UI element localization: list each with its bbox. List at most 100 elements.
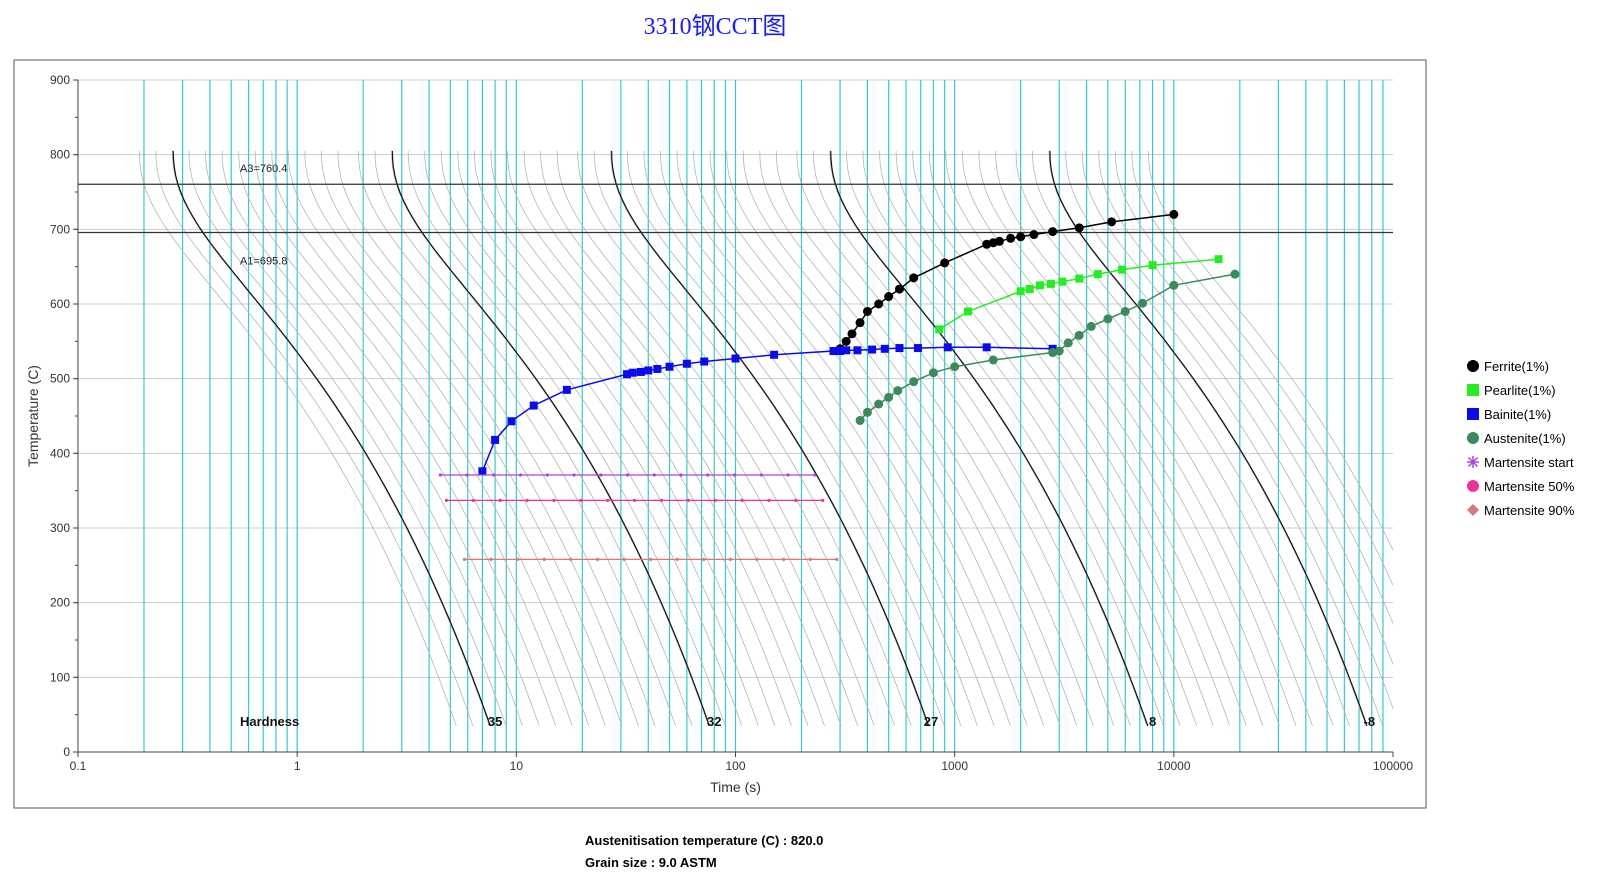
legend-item-bainite[interactable]: Bainite(1%)	[1466, 402, 1574, 426]
hardness-value: 8	[1149, 714, 1156, 729]
y-tick-label: 400	[50, 446, 70, 460]
data-point	[731, 354, 740, 363]
data-point	[1046, 279, 1055, 288]
data-point	[1086, 321, 1096, 331]
legend-item-martensite-90[interactable]: Martensite 90%	[1466, 498, 1574, 522]
data-point	[982, 343, 991, 352]
data-point	[895, 344, 904, 353]
x-axis-label: Time (s)	[710, 779, 761, 795]
series-pearlite	[935, 255, 1223, 334]
cooling-curve	[660, 150, 978, 727]
data-point	[1093, 270, 1102, 279]
data-point	[700, 357, 709, 366]
axes-layer: 0 100 200 300 400 500 600 700 800 900 0.1 1 10 100 100…	[25, 73, 1413, 795]
chart-title: 3310钢CCT图	[643, 14, 787, 40]
cooling-curve-main	[391, 150, 710, 727]
data-point	[855, 318, 865, 328]
data-point	[625, 473, 630, 477]
cooling-curve	[610, 150, 929, 727]
x-tick-label: 10	[510, 759, 524, 773]
cooling-curve	[205, 150, 523, 727]
data-point	[728, 557, 733, 561]
cooling-curve	[709, 150, 1028, 727]
cooling-curve-main	[830, 150, 1149, 727]
legend-item-austenite[interactable]: Austenite(1%)	[1466, 426, 1574, 450]
reference-label: A1=695.8	[240, 255, 287, 267]
cooling-curve	[321, 150, 639, 727]
data-point	[1016, 232, 1026, 242]
cooling-curve	[879, 150, 1197, 727]
data-point	[1103, 314, 1113, 324]
cooling-curve	[912, 150, 1231, 727]
reference-lines: A3=760.4 A1=695.8	[78, 163, 1393, 267]
data-point	[847, 329, 857, 339]
data-point	[1169, 280, 1179, 290]
cooling-curve	[238, 150, 557, 727]
data-point	[1029, 230, 1039, 240]
cooling-curve	[138, 150, 457, 727]
data-point	[862, 306, 872, 316]
cooling-curve	[155, 150, 474, 727]
data-point	[516, 557, 520, 561]
cooling-curve	[440, 150, 759, 727]
legend-label-bainite: Bainite(1%)	[1484, 406, 1552, 422]
y-tick-label: 200	[50, 596, 70, 610]
cooling-curve	[626, 150, 945, 727]
data-point	[1074, 223, 1084, 233]
legend-item-martensite-50[interactable]: Martensite 50%	[1466, 474, 1574, 498]
data-point	[767, 498, 771, 502]
data-point	[438, 473, 442, 477]
cooling-curve	[490, 150, 809, 727]
y-axis-label: Temperature (C)	[25, 365, 41, 467]
data-point	[786, 473, 790, 477]
legend-item-pearlite[interactable]: Pearlite(1%)	[1466, 378, 1574, 402]
data-point	[759, 473, 763, 477]
austenitisation-temperature: Austenitisation temperature (C) : 820.0	[585, 833, 824, 848]
data-point	[525, 498, 529, 502]
data-point	[808, 557, 812, 561]
x-tick-label: 0.1	[70, 759, 87, 773]
cooling-curve	[474, 150, 792, 727]
y-tick-label: 100	[50, 670, 70, 684]
cooling-curves	[138, 150, 1393, 727]
data-point	[853, 346, 862, 355]
legend-item-martensite-start[interactable]: Martensite start	[1466, 450, 1574, 474]
data-point	[1058, 277, 1067, 286]
cooling-curve-main	[1049, 150, 1368, 727]
x-tick-label: 1000	[941, 759, 968, 773]
data-point	[740, 498, 744, 502]
y-tick-label: 300	[50, 521, 70, 535]
data-point	[909, 273, 919, 283]
data-point	[1016, 287, 1025, 296]
data-point	[770, 350, 779, 359]
data-point	[545, 473, 549, 477]
data-point	[821, 498, 825, 502]
hardness-value: 32	[707, 714, 721, 729]
data-point	[1169, 209, 1179, 219]
cooling-curve	[775, 150, 1094, 727]
y-tick-label: 0	[63, 745, 70, 759]
data-point	[599, 473, 603, 477]
hardness-value: 27	[924, 714, 938, 729]
series-m50	[444, 498, 825, 502]
cooling-curve	[1065, 150, 1384, 727]
data-point	[492, 473, 496, 477]
cooling-curve	[813, 150, 1131, 727]
cooling-curve-main	[172, 150, 491, 727]
cooling-curve	[676, 150, 995, 727]
cooling-curve	[391, 150, 709, 727]
legend-item-ferrite[interactable]: Ferrite(1%)	[1466, 354, 1574, 378]
data-point	[988, 355, 998, 365]
data-point	[913, 344, 922, 353]
data-point	[644, 366, 653, 375]
legend: Ferrite(1%) Pearlite(1%) Bainite(1%) Aus…	[1466, 354, 1574, 522]
y-tick-label: 900	[50, 73, 70, 87]
cooling-curve	[1098, 150, 1393, 666]
data-point	[862, 407, 872, 417]
cooling-curve	[593, 150, 912, 727]
data-point	[471, 498, 475, 502]
data-point	[880, 344, 889, 353]
data-point	[498, 498, 502, 502]
data-point	[1138, 298, 1148, 308]
